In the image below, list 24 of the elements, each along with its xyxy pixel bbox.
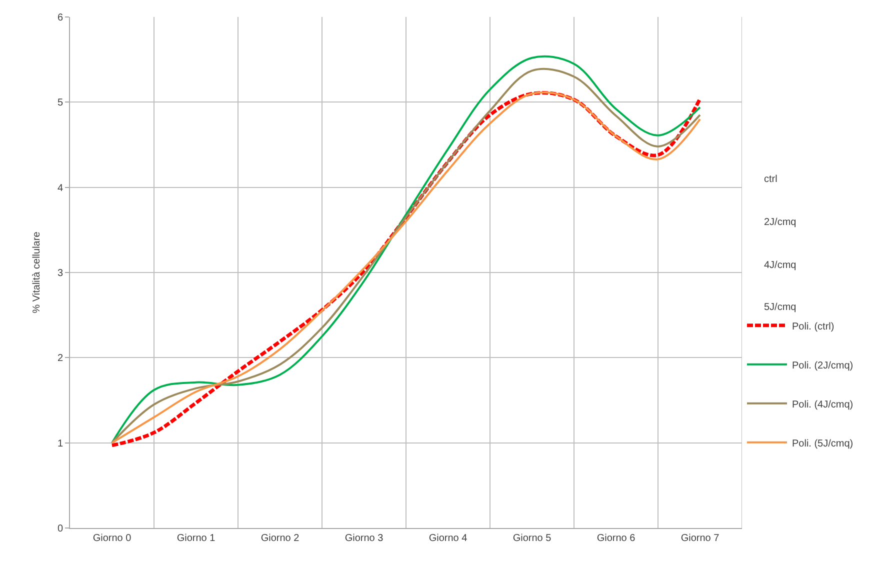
y-tick-label: 4 [57,182,64,194]
x-tick-label: Giorno 5 [512,533,552,544]
y-tick-label: 2 [57,353,64,364]
y-tick-label: 3 [57,268,64,279]
y-tick-label: 5 [57,98,64,109]
legend-label: Poli. (5J/cmq) [792,438,854,450]
text: ctrl [764,174,778,185]
x-tick-label: Giorno 4 [428,533,468,544]
x-tick-label: Giorno 7 [680,533,720,544]
y-tick-label: 1 [57,438,64,450]
y-tick-label: 0 [57,524,64,534]
y-axis-title: % Vitalità cellulare [31,231,42,314]
text: 4J/cmq [764,260,796,271]
x-tick-label: Giorno 2 [260,533,300,544]
x-tick-label: Giorno 1 [176,533,216,544]
legend-label: Poli. (4J/cmq) [792,399,854,410]
x-tick-label: Giorno 0 [92,533,132,544]
legend-label: Poli. (ctrl) [792,321,834,332]
x-tick-label: Giorno 3 [344,533,384,544]
legend-label: Poli. (2J/cmq) [792,360,854,372]
text: 5J/cmq [764,302,796,313]
text: 2J/cmq [764,217,796,228]
x-tick-label: Giorno 6 [596,533,636,544]
y-tick-label: 6 [57,12,64,24]
